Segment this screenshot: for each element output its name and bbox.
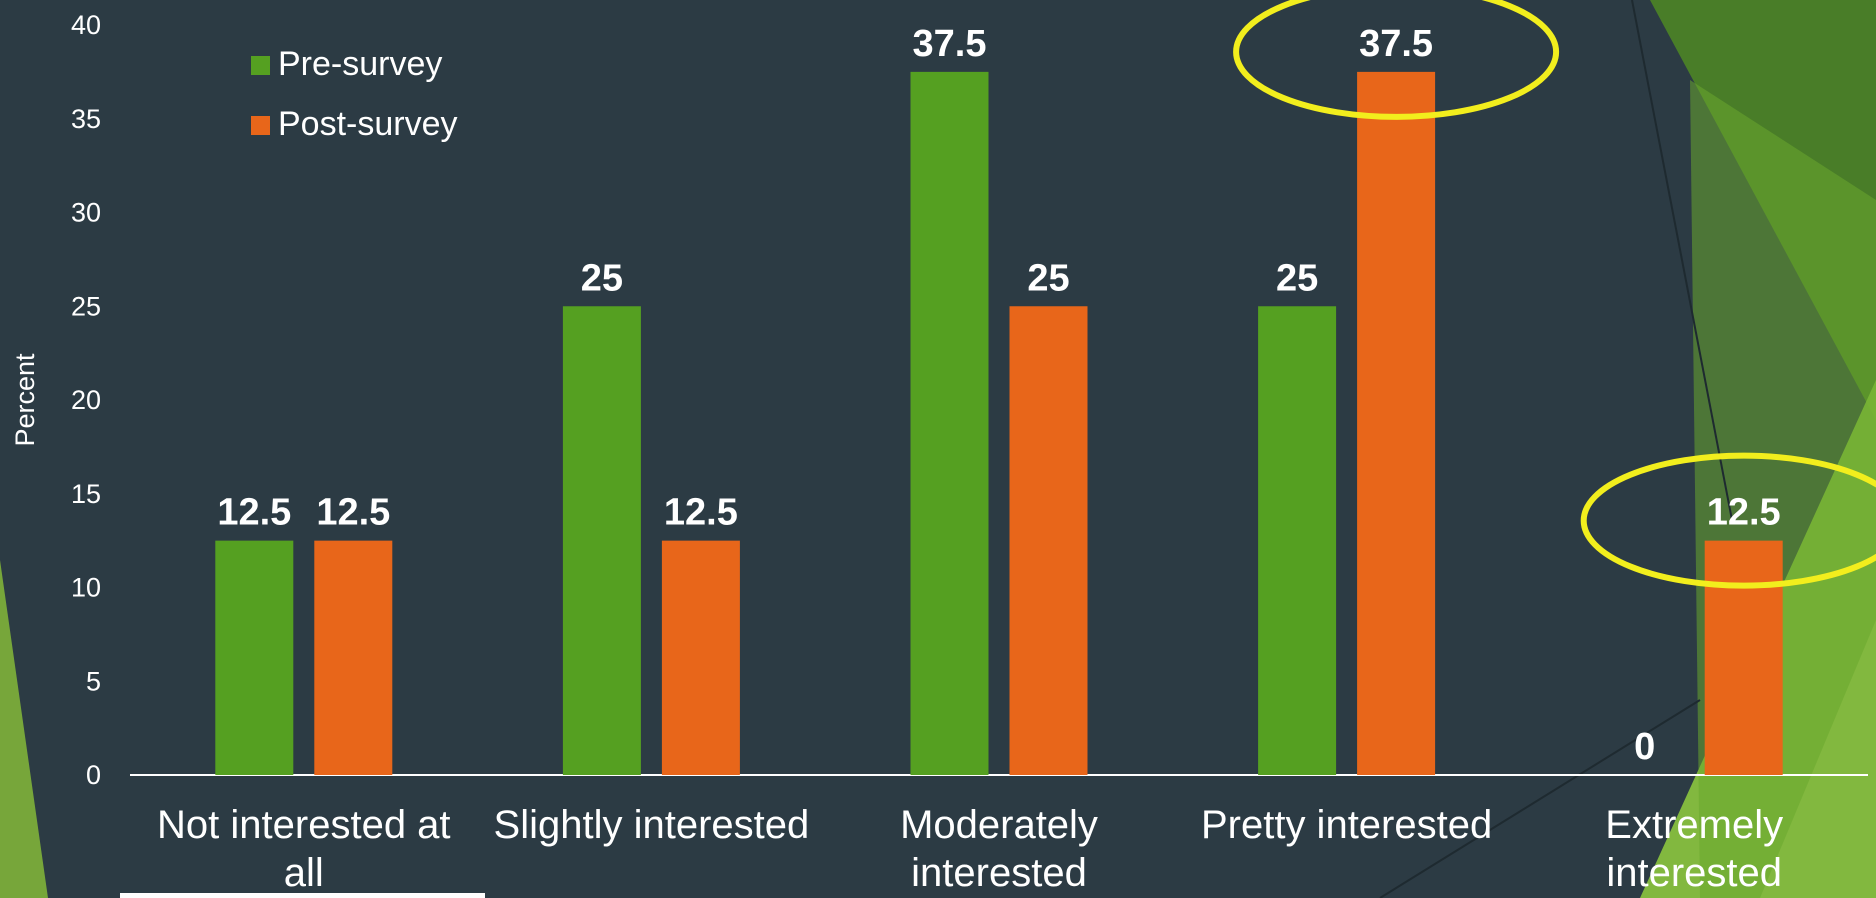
category-label: all (284, 851, 324, 895)
y-tick-label: 20 (71, 385, 101, 415)
y-tick-label: 25 (71, 291, 101, 321)
decor-left-green (0, 560, 48, 898)
legend-label: Post-survey (278, 105, 458, 143)
y-tick-label: 30 (71, 198, 101, 228)
y-tick-label: 5 (86, 666, 101, 696)
data-label: 12.5 (1707, 492, 1781, 534)
plot-area: 0 5 10 15 20 25 30 35 40 Percent 12.5 12.5 Not inter… (10, 0, 1876, 895)
category-label: interested (911, 851, 1087, 895)
legend-swatch (251, 56, 270, 75)
bar-0-2 (910, 71, 989, 775)
category-label: Not interested at (157, 803, 451, 847)
bar-0-3 (1258, 306, 1337, 775)
data-label: 37.5 (1359, 23, 1433, 65)
data-label: 12.5 (316, 492, 390, 534)
bottom-white-box (120, 893, 485, 898)
data-label: 12.5 (664, 492, 738, 534)
y-tick-label: 0 (86, 760, 101, 790)
data-label: 37.5 (913, 23, 987, 65)
category-label: Slightly interested (494, 803, 810, 847)
y-tick-label: 40 (71, 10, 101, 40)
bar-1-2 (1009, 306, 1088, 775)
data-label: 12.5 (217, 492, 291, 534)
y-tick-label: 10 (71, 573, 101, 603)
legend-swatch (251, 116, 270, 135)
bar-1-3 (1357, 71, 1436, 775)
highlight-ellipse (1233, 0, 1560, 120)
bar-0-0 (215, 540, 294, 775)
y-axis-label: Percent (10, 353, 40, 447)
legend-label: Pre-survey (278, 45, 442, 83)
category-label: interested (1606, 851, 1782, 895)
y-tick-label: 15 (71, 479, 101, 509)
decor-line (1631, 0, 1733, 521)
category-label: Extremely (1605, 803, 1783, 847)
y-tick-label: 35 (71, 104, 101, 134)
decor-line-2 (1379, 699, 1701, 898)
category-label: Pretty interested (1201, 803, 1492, 847)
highlight-ellipse (1580, 452, 1876, 589)
data-label: 0 (1634, 726, 1655, 768)
bar-1-0 (314, 540, 393, 775)
category-label: Moderately (900, 803, 1098, 847)
bar-1-1 (661, 540, 740, 775)
bar-0-1 (562, 306, 641, 775)
bar-1-4 (1704, 540, 1783, 775)
data-label: 25 (581, 257, 623, 299)
data-label: 25 (1276, 257, 1318, 299)
data-label: 25 (1027, 257, 1069, 299)
